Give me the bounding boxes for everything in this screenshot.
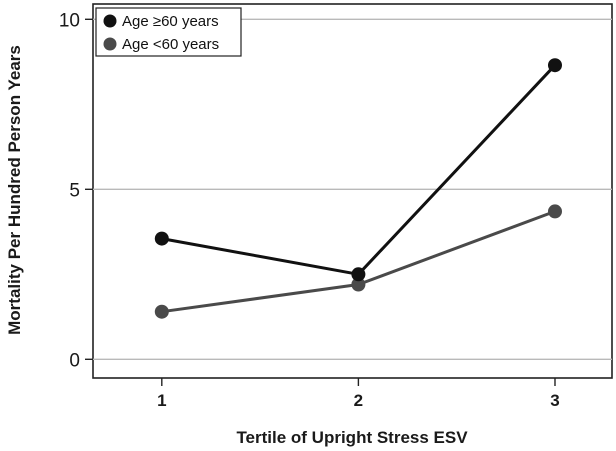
y-axis-ticks: 0 5 10 xyxy=(59,10,93,371)
data-point-age-under-60-2 xyxy=(351,277,366,292)
x-tick-label-3: 3 xyxy=(550,391,559,410)
data-point-age-60-plus-2 xyxy=(351,267,366,282)
data-point-age-60-plus-1 xyxy=(154,231,169,246)
x-axis-title: Tertile of Upright Stress ESV xyxy=(236,428,468,447)
y-tick-label-5: 5 xyxy=(69,180,80,201)
legend-label-age-under-60: Age <60 years xyxy=(122,36,219,53)
series-layer xyxy=(154,58,562,319)
legend-marker-age-60-plus xyxy=(103,14,117,28)
x-axis-ticks: 1 2 3 xyxy=(157,378,560,410)
y-tick-label-0: 0 xyxy=(69,350,80,371)
legend-marker-age-under-60 xyxy=(103,37,117,51)
plot-area xyxy=(92,3,613,379)
legend-box xyxy=(95,7,242,57)
x-tick-label-2: 2 xyxy=(354,391,363,410)
legend: Age ≥60 years Age <60 years xyxy=(95,7,242,57)
y-tick-label-10: 10 xyxy=(59,10,80,31)
x-tick-label-1: 1 xyxy=(157,391,166,410)
legend-label-age-60-plus: Age ≥60 years xyxy=(122,13,219,30)
y-axis-title: Mortality Per Hundred Person Years xyxy=(5,45,24,335)
data-point-age-under-60-1 xyxy=(154,304,169,319)
data-point-age-60-plus-3 xyxy=(547,58,562,73)
data-point-age-under-60-3 xyxy=(547,204,562,219)
